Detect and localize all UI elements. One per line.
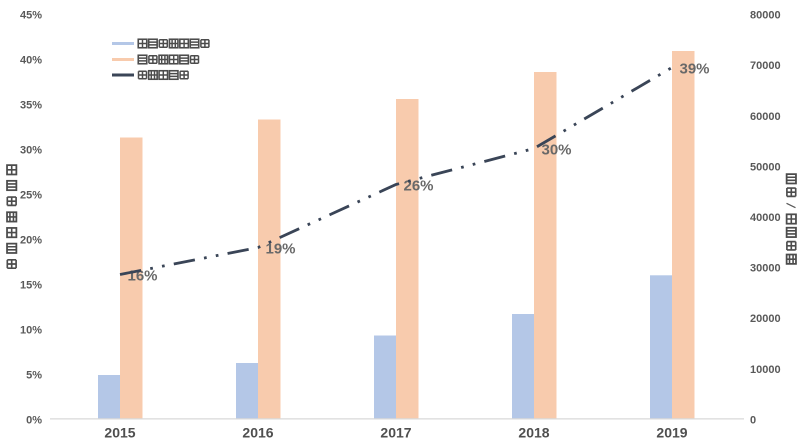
svg-text:15%: 15%	[20, 280, 42, 292]
svg-text:30%: 30%	[542, 141, 572, 158]
svg-text:2019: 2019	[656, 425, 687, 441]
svg-text:30%: 30%	[20, 145, 42, 157]
svg-text:16%: 16%	[128, 267, 158, 284]
svg-text:35%: 35%	[20, 100, 42, 112]
svg-text:50000: 50000	[750, 161, 781, 173]
svg-text:2015: 2015	[104, 425, 135, 441]
svg-text:30000: 30000	[750, 263, 781, 275]
svg-text:26%: 26%	[404, 177, 434, 194]
svg-text:39%: 39%	[680, 60, 710, 77]
svg-text:5%: 5%	[26, 370, 42, 382]
svg-text:2017: 2017	[380, 425, 411, 441]
svg-text:0%: 0%	[26, 415, 42, 427]
svg-text:60000: 60000	[750, 111, 781, 123]
svg-text:19%: 19%	[266, 240, 296, 257]
svg-text:2018: 2018	[518, 425, 549, 441]
svg-text:80000: 80000	[750, 10, 781, 22]
svg-text:2016: 2016	[242, 425, 273, 441]
svg-text:25%: 25%	[20, 190, 42, 202]
svg-text:0: 0	[750, 415, 756, 427]
svg-text:20000: 20000	[750, 313, 781, 325]
svg-text:10000: 10000	[750, 364, 781, 376]
svg-text:45%: 45%	[20, 10, 42, 22]
svg-text:20%: 20%	[20, 235, 42, 247]
svg-text:10%: 10%	[20, 325, 42, 337]
svg-text:70000: 70000	[750, 60, 781, 72]
svg-text:40000: 40000	[750, 212, 781, 224]
svg-text:40%: 40%	[20, 55, 42, 67]
